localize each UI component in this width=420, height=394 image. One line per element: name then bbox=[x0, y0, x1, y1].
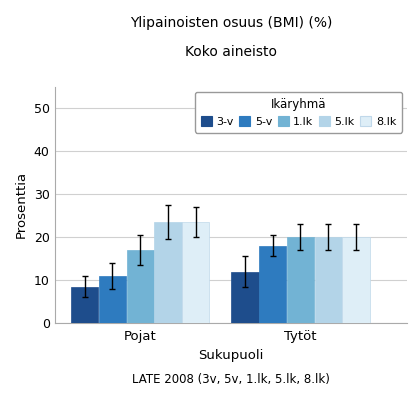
Bar bbox=[315, 237, 342, 323]
Bar bbox=[182, 222, 209, 323]
Text: Ylipainoisten osuus (BMI) (%): Ylipainoisten osuus (BMI) (%) bbox=[130, 16, 332, 30]
Bar bbox=[126, 250, 154, 323]
Text: Koko aineisto: Koko aineisto bbox=[185, 45, 277, 59]
Bar bbox=[154, 222, 181, 323]
Bar bbox=[259, 246, 286, 323]
Bar bbox=[287, 237, 314, 323]
Bar bbox=[342, 237, 370, 323]
X-axis label: Sukupuoli: Sukupuoli bbox=[198, 349, 264, 362]
Bar bbox=[231, 271, 259, 323]
Bar bbox=[99, 276, 126, 323]
Bar bbox=[71, 286, 98, 323]
Text: LATE 2008 (3v, 5v, 1.lk, 5.lk, 8.lk): LATE 2008 (3v, 5v, 1.lk, 5.lk, 8.lk) bbox=[132, 373, 330, 386]
Y-axis label: Prosenttia: Prosenttia bbox=[15, 171, 28, 238]
Legend: 3-v, 5-v, 1.lk, 5.lk, 8.lk: 3-v, 5-v, 1.lk, 5.lk, 8.lk bbox=[195, 92, 402, 133]
